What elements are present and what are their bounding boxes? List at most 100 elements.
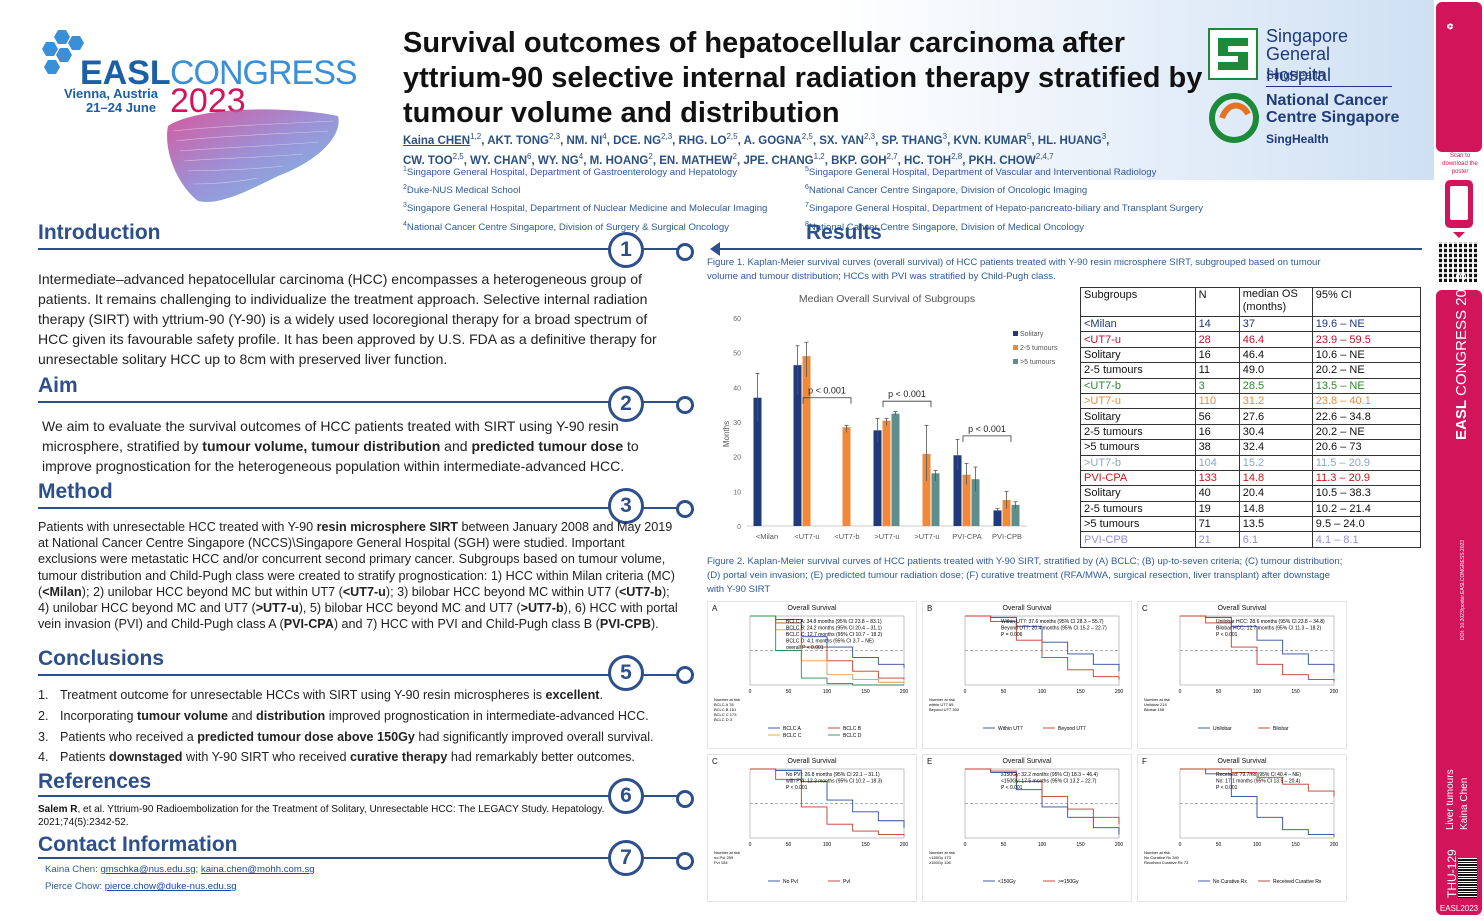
km-curve [1180, 768, 1335, 837]
affiliation-text: Singapore General Hospital, Department o… [406, 167, 738, 179]
references-number: 6 [608, 778, 644, 814]
email-link-2[interactable]: kaina.chen@mohh.com.sg [200, 864, 315, 875]
emphasis: predicted tumour dose [471, 438, 624, 454]
nccs-logo: National Cancer Centre Singapore SingHea… [1208, 92, 1408, 152]
km-annotation: P < 0.001 [1216, 785, 1238, 791]
y-tick-label: 50 [733, 351, 741, 358]
method-number: 3 [608, 488, 644, 524]
table-cell: 20.2 – NE [1311, 362, 1422, 379]
author-affil-sup: 2,8 [951, 151, 963, 161]
table-cell: 32.4 [1238, 439, 1313, 456]
aim-text: We aim to evaluate the survival outcomes… [42, 416, 672, 476]
sgh-logo: Singapore General Hospital SingHealth [1208, 26, 1408, 88]
km-plot: 0 50 100 150 200 Unilobar HCC: 28.6 months (9… [1144, 615, 1338, 732]
km-risk-row: Number at risk [1144, 697, 1170, 702]
table-cell: 22.6 – 34.8 [1311, 408, 1422, 425]
table-cell: Solitary [1080, 485, 1196, 502]
y-tick-label: 0 [737, 524, 741, 531]
km-x-tick: 150 [1291, 842, 1300, 848]
table-cell: PVI-CPA [1080, 469, 1196, 487]
figure1-caption: Figure 1. Kaplan-Meier survival curves (… [707, 257, 1321, 282]
emphasis: predicted tumour dose above 150Gy [197, 729, 415, 744]
email-link-1[interactable]: gmschka@nus.edu.sg [100, 864, 196, 875]
km-x-tick: 0 [964, 689, 967, 695]
km-x-tick: 200 [1330, 842, 1339, 848]
km-legend-label: No Curative Rx [1213, 879, 1247, 885]
km-risk-row: BCLC B 161 [714, 707, 737, 712]
conclusion-text: Incorporating tumour volume and distribu… [60, 708, 649, 724]
text-run: and [227, 708, 256, 723]
table-cell: 11.5 – 20.9 [1311, 454, 1422, 471]
km-panel: C Overall Survival 0 50 100 150 200 No PVI: 26.… [707, 754, 917, 902]
km-annotation: overall P < 0.001 [786, 645, 824, 651]
author-affil-sup: 5 [1026, 132, 1032, 141]
contact-line-2: Pierce Chow: pierce.chow@duke-nus.edu.sg [45, 881, 237, 892]
km-x-tick: 100 [1038, 689, 1047, 695]
author-affil-sup: 2 [732, 151, 737, 161]
method-rule [38, 507, 680, 509]
km-annotation: BCLC C: 12.7 months (95% CI 10.7 – 18.2) [786, 632, 882, 638]
table-cell: 46.4 [1238, 331, 1313, 348]
bar [793, 365, 802, 526]
km-plot: 0 50 100 150 200 No PVI: 26.8 months (95% CI … [714, 768, 908, 885]
km-annotation: Unilobar HCC: 28.6 months (95% CI 23.8 –… [1216, 619, 1325, 625]
conclusion-number: 1. [38, 688, 49, 702]
legend-label: Solitary [1020, 331, 1044, 338]
qr-code[interactable] [1439, 242, 1479, 282]
conclusion-item: 2. Incorporating tumour volume and distri… [38, 708, 678, 724]
bar [1002, 500, 1011, 526]
author-name: WY. CHAN [470, 154, 528, 167]
km-panel-letter: E [927, 757, 933, 766]
table-cell: <UT7-b [1080, 377, 1196, 394]
km-panel-letter: A [712, 604, 718, 613]
table-header-cell: 95% CI [1311, 287, 1422, 317]
km-plot: 0 50 100 150 200 Received: 79.7mo (95% CI 40.… [1144, 768, 1339, 885]
km-panel-letter: C [1142, 604, 1148, 613]
legend-swatch [1013, 345, 1018, 350]
author-affil-sup: 1,2 [470, 132, 482, 141]
author-affil-sup: 6 [527, 151, 532, 161]
contact-dot [676, 852, 694, 870]
text-run: to improve prognostication for the heter… [42, 438, 639, 474]
chart-ylabel: Months [722, 421, 731, 447]
author-affil-sup: 2,3 [863, 132, 876, 141]
table-cell: 46.4 [1238, 346, 1313, 364]
table-cell: 13.5 – NE [1311, 377, 1422, 394]
table-header-cell: Subgroups [1080, 287, 1196, 317]
x-tick-label: >UT7-u [914, 532, 939, 541]
table-cell: 16 [1194, 423, 1240, 441]
author-sep: , [560, 134, 567, 147]
sidebar-congress-logo: EASL CONGRESS 2023 [1453, 272, 1470, 440]
email-link-3[interactable]: pierce.chow@duke-nus.edu.sg [104, 881, 237, 892]
author-name: RHG. LO [678, 134, 727, 147]
km-annotation: BCLC B: 24.2 months (95% CI 20.4 – 31.1) [786, 626, 882, 632]
km-annotation: Within UT7: 37.6 months (95% CI 28.3 – 5… [1001, 619, 1104, 625]
text-run: We aim to evaluate the survival outcomes… [42, 418, 619, 454]
conclusion-item: 3. Patients who received a predicted tumo… [38, 729, 678, 745]
logo-brand: EASL [80, 54, 171, 92]
table-cell: 31.2 [1238, 392, 1313, 410]
table-row: >5 tumours 38 32.4 20.6 – 73 [1080, 439, 1422, 456]
bar [971, 479, 980, 526]
km-annotation: P < 0.001 [1001, 785, 1023, 791]
text-run: Patients who received a [60, 729, 198, 744]
conclusion-number: 4. [38, 750, 49, 765]
barcode [1458, 858, 1477, 898]
text-run: with Y-90 SIRT who received [182, 750, 351, 765]
table-cell: >5 tumours [1080, 439, 1196, 456]
conclusions-list: 1. Treatment outcome for unresectable HCC… [38, 687, 678, 770]
emphasis: excellent [545, 688, 600, 702]
km-annotation: BCLC A: 34.8 months (95% CI 23.8 – 83.1) [786, 619, 882, 625]
km-risk-row: BCLC D 3 [714, 717, 733, 722]
km-risk-row: Received Curative Rx 73 [1144, 860, 1189, 865]
sidebar-author: Kaina Chen [1459, 777, 1470, 830]
author-sep: , [736, 154, 744, 167]
x-tick-label: <UT7-u [794, 532, 819, 541]
text-run: ), 6) HCC with portal vein invasion (PVI… [38, 601, 678, 632]
km-x-tick: 50 [1216, 842, 1222, 848]
emphasis: PVI-CPA [283, 617, 334, 632]
table-cell: 6.1 [1238, 531, 1313, 548]
table-cell: 71 [1194, 516, 1240, 533]
bar [993, 510, 1002, 526]
table-cell: 40 [1194, 485, 1240, 502]
